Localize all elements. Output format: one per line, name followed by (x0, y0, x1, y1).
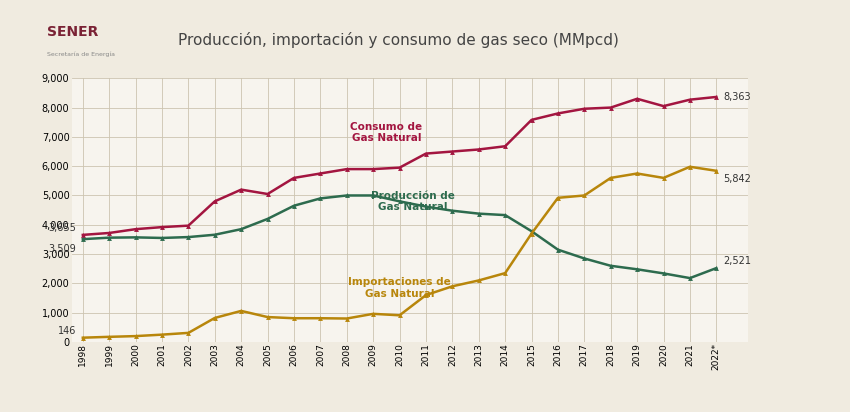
Text: Consumo de
Gas Natural: Consumo de Gas Natural (350, 122, 422, 143)
Text: 8,363: 8,363 (723, 92, 751, 102)
Text: 3,655: 3,655 (48, 223, 76, 233)
Text: 5,842: 5,842 (723, 174, 751, 184)
Text: Importaciones de
Gas Natural: Importaciones de Gas Natural (348, 277, 451, 299)
Text: 2,521: 2,521 (723, 256, 751, 266)
Text: Secretaría de Energía: Secretaría de Energía (47, 52, 115, 57)
Text: SENER: SENER (47, 26, 98, 40)
Text: Producción de
Gas Natural: Producción de Gas Natural (371, 191, 455, 212)
Text: 3,509: 3,509 (48, 244, 76, 254)
Text: 146: 146 (58, 326, 76, 336)
Text: Producción, importación y consumo de gas seco (MMpcd): Producción, importación y consumo de gas… (178, 32, 620, 48)
